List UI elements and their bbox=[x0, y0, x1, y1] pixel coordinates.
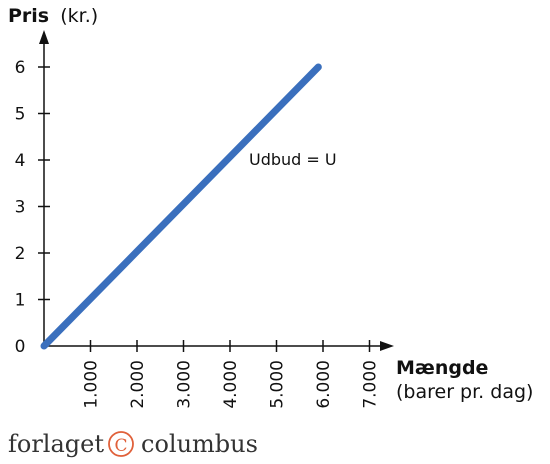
x-tick-label-2.000: 2.000 bbox=[128, 360, 148, 409]
y-tick-label-6: 6 bbox=[15, 58, 26, 78]
x-axis-title: Mængde bbox=[396, 357, 488, 379]
x-axis-arrow bbox=[380, 341, 394, 351]
y-tick-label-5: 5 bbox=[15, 105, 26, 125]
x-tick-label-4.000: 4.000 bbox=[221, 360, 241, 409]
x-axis-unit: (barer pr. dag) bbox=[396, 381, 533, 403]
x-tick-label-1.000: 1.000 bbox=[82, 360, 102, 409]
x-tick-label-3.000: 3.000 bbox=[175, 360, 195, 409]
y-axis-title-bold: Pris bbox=[8, 5, 49, 27]
y-tick-label-4: 4 bbox=[15, 151, 26, 171]
y-axis-arrow bbox=[39, 30, 49, 44]
y-tick-label-1: 1 bbox=[15, 291, 26, 311]
x-tick-label-7.000: 7.000 bbox=[361, 360, 381, 409]
brand-mark-letter: C bbox=[114, 436, 127, 456]
y-axis-title-rest: (kr.) bbox=[60, 5, 98, 27]
brand-left-text: forlaget bbox=[8, 430, 104, 458]
y-tick-label-2: 2 bbox=[15, 244, 26, 264]
x-tick-label-6.000: 6.000 bbox=[314, 360, 334, 409]
y-axis-title: Pris (kr.) bbox=[8, 5, 98, 27]
x-tick-label-5.000: 5.000 bbox=[268, 360, 288, 409]
y-tick-label-3: 3 bbox=[15, 198, 26, 218]
series-label: Udbud = U bbox=[249, 150, 337, 169]
supply-line bbox=[40, 63, 322, 350]
y-tick-label-0: 0 bbox=[15, 337, 26, 357]
brand-right-text: columbus bbox=[141, 430, 258, 458]
brand-mark-circle bbox=[108, 431, 134, 457]
